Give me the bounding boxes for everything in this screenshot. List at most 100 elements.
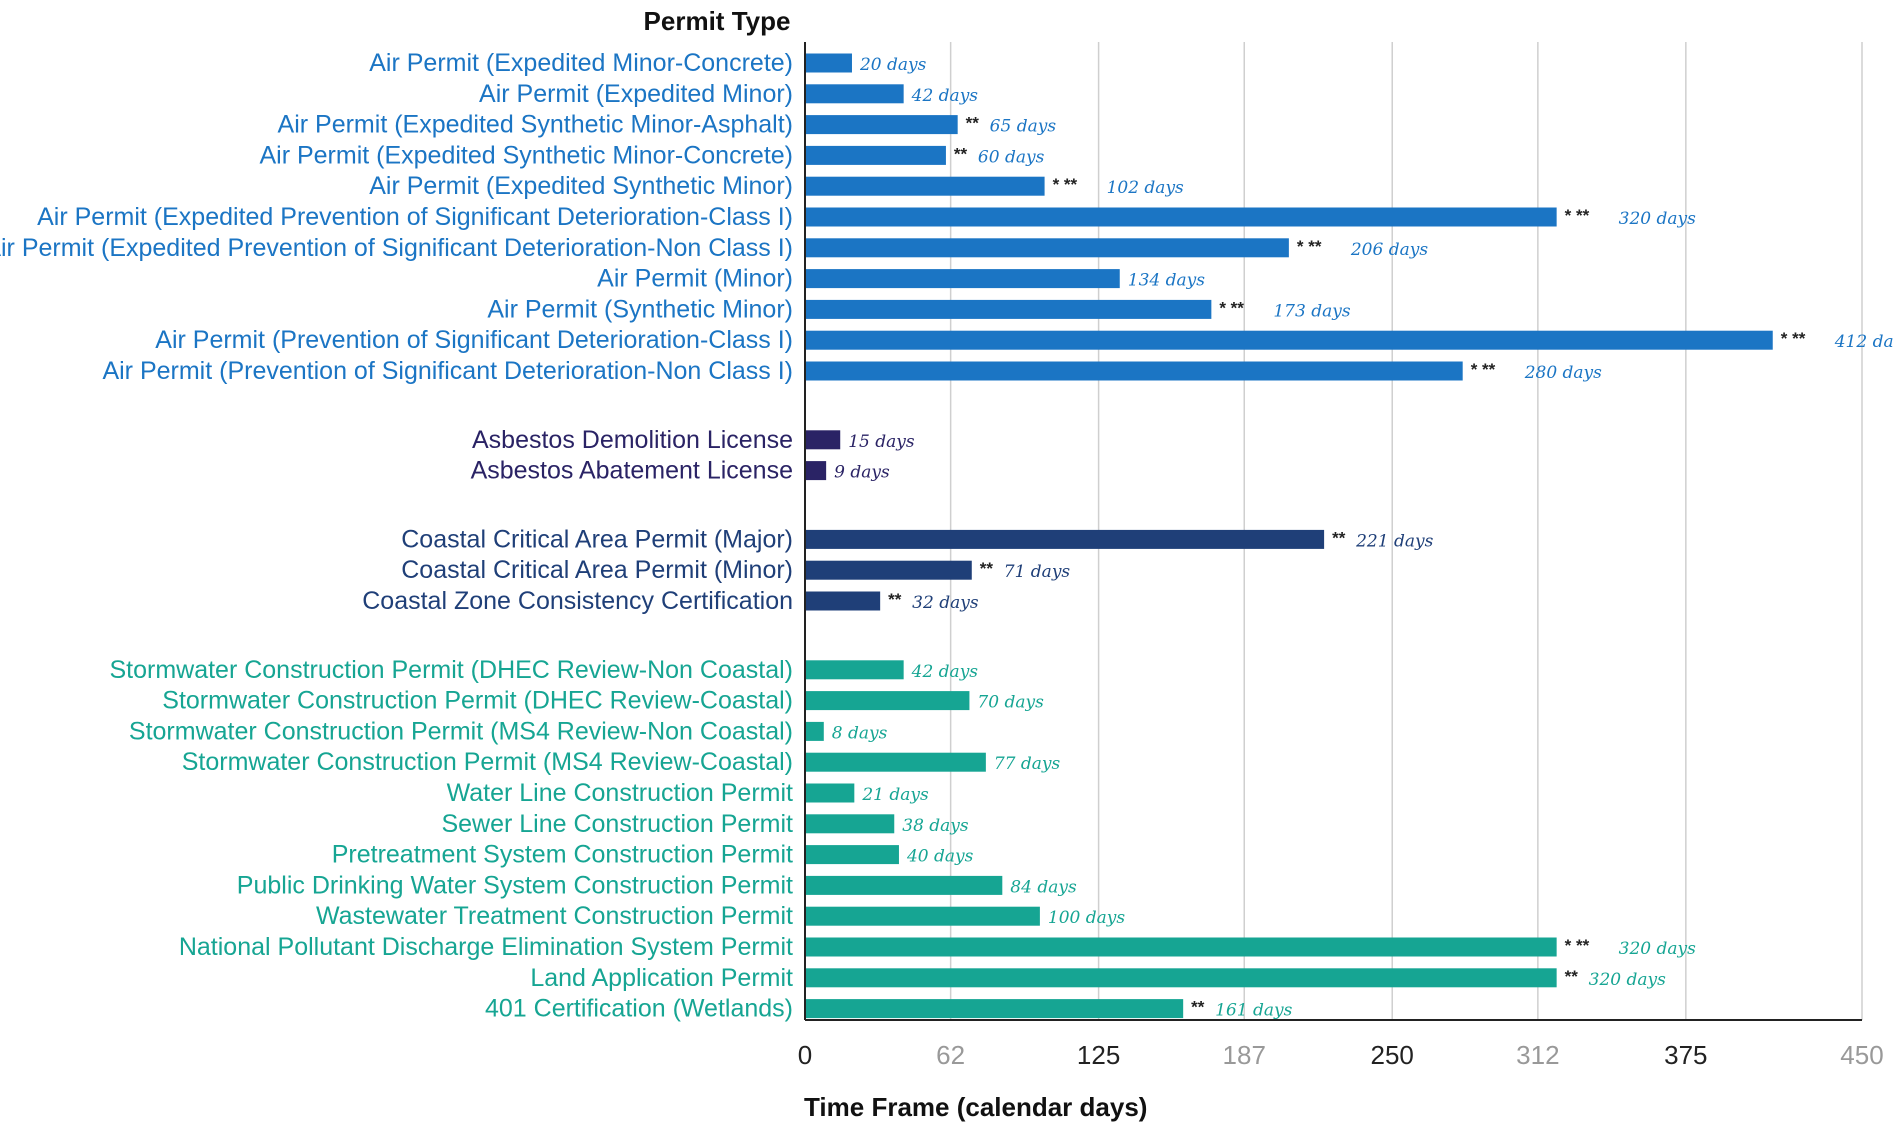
category-label: Air Permit (Prevention of Significant De… bbox=[102, 357, 793, 385]
bar bbox=[806, 752, 986, 772]
bar bbox=[806, 814, 895, 834]
bar bbox=[806, 691, 970, 711]
x-tick-label: 250 bbox=[1371, 1040, 1414, 1070]
value-label: 42 days bbox=[911, 86, 979, 106]
bar bbox=[806, 330, 1773, 350]
value-label: 38 days bbox=[902, 816, 969, 836]
value-label: 161 days bbox=[1215, 1001, 1292, 1021]
value-label: 320 days bbox=[1619, 209, 1696, 229]
value-label: 320 days bbox=[1619, 939, 1696, 959]
x-axis-title: Time Frame (calendar days) bbox=[804, 1092, 1147, 1122]
category-label: Stormwater Construction Permit (MS4 Revi… bbox=[182, 748, 793, 776]
value-label: 221 days bbox=[1355, 531, 1433, 551]
category-labels: Air Permit (Expedited Minor-Concrete) Air… bbox=[0, 49, 793, 1023]
value-label: 9 days bbox=[834, 463, 890, 483]
value-label: 100 days bbox=[1048, 908, 1125, 928]
category-label: Air Permit (Prevention of Significant De… bbox=[155, 326, 793, 354]
bar bbox=[806, 53, 852, 73]
category-label: Air Permit (Expedited Synthetic Minor-Co… bbox=[259, 141, 793, 169]
value-label: 60 days bbox=[978, 147, 1045, 167]
value-label: 15 days bbox=[848, 432, 915, 452]
value-label: 84 days bbox=[1010, 877, 1077, 897]
footnote-marks: * ** bbox=[1565, 206, 1590, 225]
bars bbox=[806, 53, 1773, 1019]
value-label: 280 days bbox=[1524, 363, 1602, 383]
value-label: 320 days bbox=[1589, 970, 1666, 990]
bar bbox=[806, 660, 904, 680]
bar bbox=[806, 875, 1003, 895]
value-label: 20 days bbox=[859, 55, 927, 75]
value-label: 70 days bbox=[977, 693, 1044, 713]
value-labels: 20 days 42 days ** 65 days ** 60 days * ** 102 … bbox=[832, 55, 1893, 1021]
category-label: Air Permit (Expedited Minor) bbox=[479, 80, 793, 108]
bar bbox=[806, 461, 827, 481]
category-label: Coastal Zone Consistency Certification bbox=[362, 587, 793, 615]
bar bbox=[806, 783, 855, 803]
value-label: 77 days bbox=[994, 754, 1061, 774]
footnote-marks: ** bbox=[1565, 967, 1579, 986]
bar bbox=[806, 84, 904, 104]
bar bbox=[806, 115, 958, 135]
footnote-marks: ** bbox=[888, 590, 902, 609]
value-label: 40 days bbox=[906, 847, 974, 867]
value-label: 102 days bbox=[1107, 178, 1184, 198]
category-label: Wastewater Treatment Construction Permit bbox=[316, 902, 793, 930]
bar bbox=[806, 207, 1557, 227]
category-label: Coastal Critical Area Permit (Major) bbox=[401, 525, 793, 553]
x-tick-label: 125 bbox=[1077, 1040, 1120, 1070]
footnote-marks: * ** bbox=[1053, 175, 1078, 194]
category-label: Air Permit (Expedited Prevention of Sign… bbox=[0, 234, 793, 262]
footnote-marks: * ** bbox=[1297, 237, 1322, 256]
category-label: Public Drinking Water System Constructio… bbox=[237, 871, 793, 899]
value-label: 21 days bbox=[861, 785, 929, 805]
y-axis-title: Permit Type bbox=[644, 6, 791, 36]
x-tick-label: 62 bbox=[936, 1040, 965, 1070]
x-tick-label: 450 bbox=[1840, 1040, 1883, 1070]
bar bbox=[806, 937, 1557, 957]
value-label: 71 days bbox=[1004, 562, 1071, 582]
category-label: Water Line Construction Permit bbox=[447, 779, 793, 807]
bar bbox=[806, 560, 972, 580]
footnote-marks: * ** bbox=[1219, 298, 1244, 317]
category-label: Land Application Permit bbox=[530, 964, 793, 992]
x-tick-label: 375 bbox=[1664, 1040, 1707, 1070]
category-label: Coastal Critical Area Permit (Minor) bbox=[401, 556, 793, 584]
category-label: Stormwater Construction Permit (DHEC Rev… bbox=[162, 687, 793, 715]
category-label: Air Permit (Expedited Minor-Concrete) bbox=[369, 49, 793, 77]
bar bbox=[806, 999, 1184, 1019]
footnote-marks: * ** bbox=[1471, 360, 1496, 379]
bar bbox=[806, 361, 1463, 381]
value-label: 412 days bbox=[1834, 332, 1893, 352]
bar bbox=[806, 906, 1040, 926]
value-label: 65 days bbox=[990, 117, 1057, 137]
bar bbox=[806, 529, 1325, 549]
footnote-marks: ** bbox=[1332, 528, 1346, 547]
bar bbox=[806, 721, 824, 741]
footnote-marks: ** bbox=[980, 559, 994, 578]
x-tick-label: 187 bbox=[1223, 1040, 1266, 1070]
bar bbox=[806, 145, 946, 165]
bar bbox=[806, 845, 899, 865]
value-label: 173 days bbox=[1273, 301, 1350, 321]
footnote-marks: ** bbox=[954, 144, 968, 163]
bar bbox=[806, 269, 1120, 289]
footnote-marks: ** bbox=[966, 114, 980, 133]
category-label: Stormwater Construction Permit (MS4 Revi… bbox=[129, 717, 793, 745]
bar bbox=[806, 430, 841, 450]
value-label: 32 days bbox=[912, 593, 979, 613]
bar bbox=[806, 176, 1045, 196]
footnote-marks: * ** bbox=[1781, 329, 1806, 348]
value-label: 206 days bbox=[1350, 240, 1428, 260]
bar bbox=[806, 299, 1212, 319]
bar bbox=[806, 591, 881, 611]
category-label: Air Permit (Minor) bbox=[597, 265, 793, 293]
value-label: 42 days bbox=[911, 662, 979, 682]
value-label: 134 days bbox=[1128, 271, 1205, 291]
category-label: Air Permit (Expedited Synthetic Minor) bbox=[369, 172, 793, 200]
category-label: Stormwater Construction Permit (DHEC Rev… bbox=[109, 656, 793, 684]
x-tick-label: 312 bbox=[1516, 1040, 1559, 1070]
bar bbox=[806, 238, 1289, 258]
category-label: Air Permit (Expedited Synthetic Minor-As… bbox=[278, 111, 793, 139]
bar bbox=[806, 968, 1557, 988]
